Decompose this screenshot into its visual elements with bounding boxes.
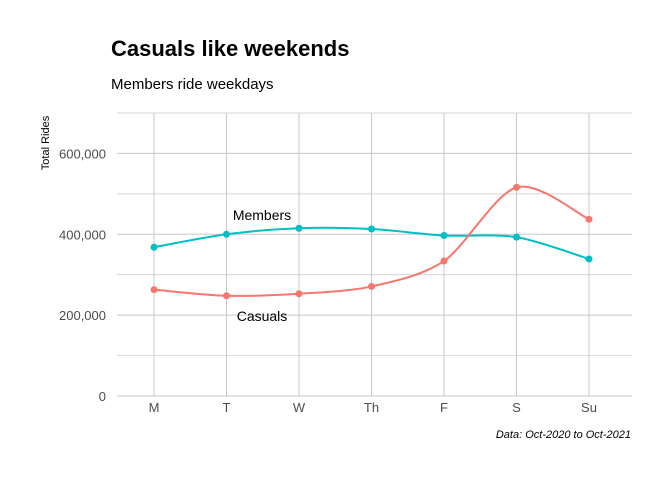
data-point-casuals xyxy=(223,292,230,300)
data-point-members xyxy=(368,225,375,233)
x-tick-label: S xyxy=(512,400,521,415)
chart-caption: Data: Oct-2020 to Oct-2021 xyxy=(495,429,631,441)
chart-subtitle: Members ride weekdays xyxy=(111,76,274,93)
data-point-members xyxy=(295,224,303,232)
y-tick-label: 400,000 xyxy=(59,227,106,242)
x-tick-label: Su xyxy=(581,400,597,415)
data-point-casuals xyxy=(150,286,158,294)
y-tick-label: 200,000 xyxy=(59,308,106,323)
casuals-series-label: Casuals xyxy=(237,308,288,324)
data-point-casuals xyxy=(368,282,375,290)
y-tick-label: 0 xyxy=(99,389,106,404)
data-point-casuals xyxy=(295,290,303,298)
data-point-members xyxy=(150,243,158,251)
x-tick-label: F xyxy=(440,400,448,415)
series-points xyxy=(150,183,593,300)
x-tick-label: M xyxy=(149,400,160,415)
x-tick-label: W xyxy=(293,400,306,415)
data-point-members xyxy=(513,233,520,241)
y-axis-label: Total Rides xyxy=(40,115,52,170)
data-point-members xyxy=(223,230,230,238)
data-point-casuals xyxy=(513,183,520,191)
grid-lines xyxy=(117,112,632,397)
data-point-casuals xyxy=(440,257,448,265)
members-series-label: Members xyxy=(233,207,291,223)
x-tick-label: T xyxy=(223,400,231,415)
x-axis-ticks: M T W Th F S Su xyxy=(149,400,597,415)
data-point-members xyxy=(440,231,448,239)
data-point-members xyxy=(585,255,593,263)
y-tick-label: 600,000 xyxy=(59,146,106,161)
y-axis-ticks: 0 200,000 400,000 600,000 xyxy=(59,146,106,404)
data-point-casuals xyxy=(585,215,593,223)
chart-title: Casuals like weekends xyxy=(111,36,350,61)
x-tick-label: Th xyxy=(364,400,379,415)
